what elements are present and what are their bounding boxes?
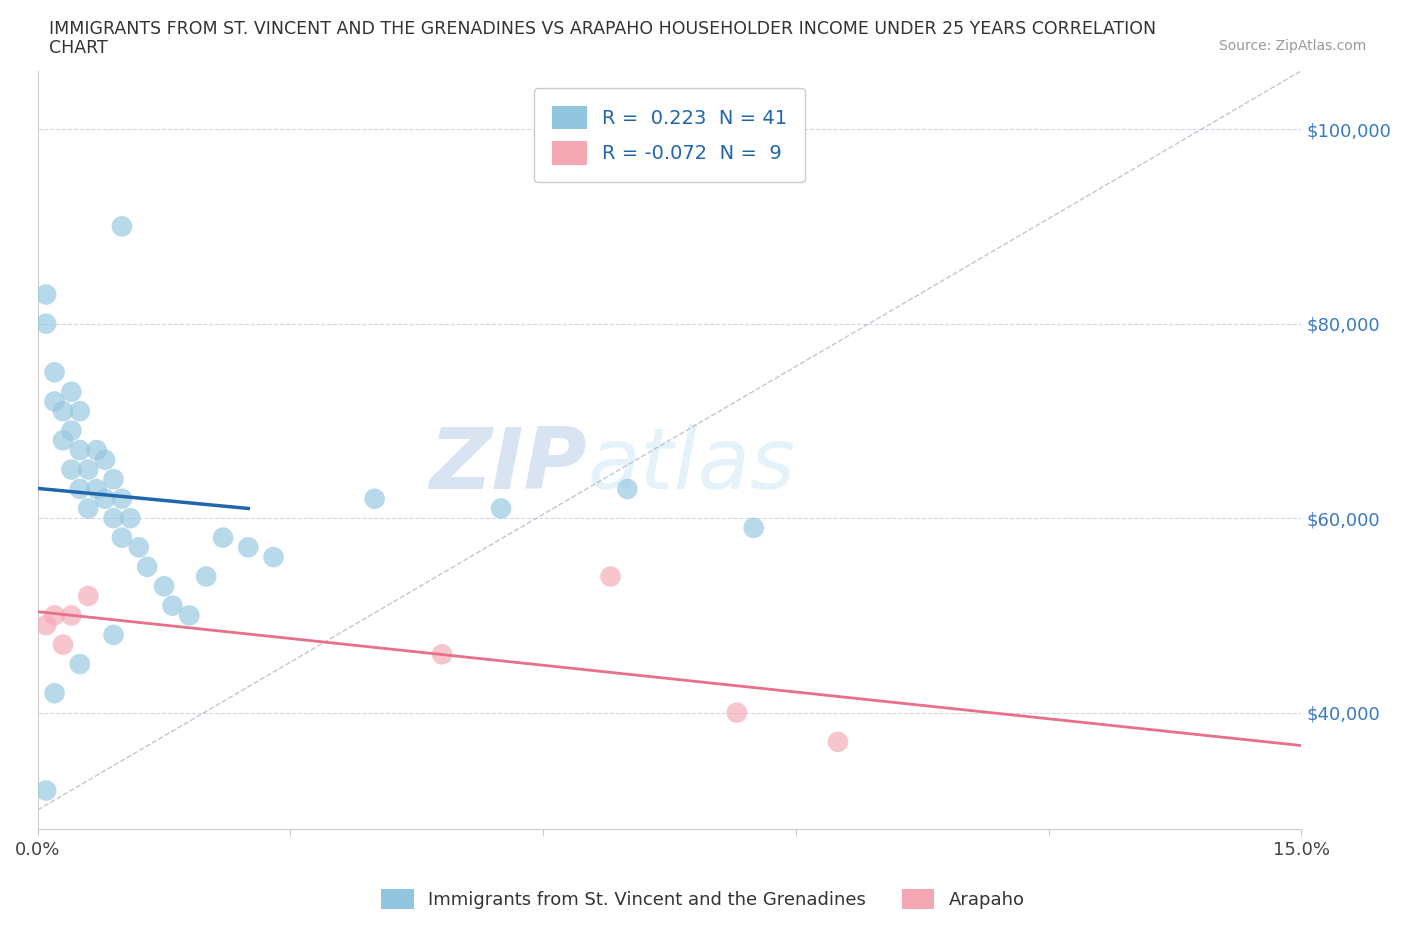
Point <box>86 443 108 458</box>
Point <box>94 452 117 467</box>
Point <box>52 404 75 418</box>
Point <box>111 530 134 545</box>
Point <box>44 685 66 700</box>
Point <box>52 637 75 652</box>
Point <box>44 394 66 409</box>
Point <box>86 482 108 497</box>
Point <box>489 501 512 516</box>
Point <box>60 423 83 438</box>
Point <box>111 491 134 506</box>
Point <box>103 628 125 643</box>
Point <box>60 462 83 477</box>
Point <box>60 384 83 399</box>
Point <box>363 491 385 506</box>
Point <box>35 618 58 632</box>
Point <box>69 404 91 418</box>
Point <box>238 540 260 555</box>
Point <box>153 578 176 593</box>
Point <box>212 530 235 545</box>
Point <box>195 569 218 584</box>
Point <box>616 482 638 497</box>
Point <box>120 511 142 525</box>
Point <box>35 783 58 798</box>
Point <box>162 598 184 613</box>
Point <box>77 501 100 516</box>
Point <box>430 647 453 662</box>
Point <box>136 559 159 574</box>
Point <box>35 287 58 302</box>
Point <box>69 657 91 671</box>
Point <box>263 550 285 565</box>
Point <box>725 705 748 720</box>
Legend: R =  0.223  N = 41, R = -0.072  N =  9: R = 0.223 N = 41, R = -0.072 N = 9 <box>534 88 804 182</box>
Point <box>69 443 91 458</box>
Point <box>103 511 125 525</box>
Point <box>94 491 117 506</box>
Point <box>599 569 621 584</box>
Point <box>60 608 83 623</box>
Legend: Immigrants from St. Vincent and the Grenadines, Arapaho: Immigrants from St. Vincent and the Gren… <box>374 882 1032 916</box>
Text: IMMIGRANTS FROM ST. VINCENT AND THE GRENADINES VS ARAPAHO HOUSEHOLDER INCOME UND: IMMIGRANTS FROM ST. VINCENT AND THE GREN… <box>49 20 1156 38</box>
Point <box>742 521 765 536</box>
Point <box>69 482 91 497</box>
Point <box>111 219 134 233</box>
Text: ZIP: ZIP <box>430 424 588 507</box>
Text: CHART: CHART <box>49 39 108 57</box>
Point <box>827 735 849 750</box>
Point <box>103 472 125 486</box>
Point <box>77 589 100 604</box>
Text: atlas: atlas <box>588 424 796 507</box>
Point <box>179 608 201 623</box>
Point <box>44 365 66 379</box>
Point <box>35 316 58 331</box>
Point <box>44 608 66 623</box>
Point <box>128 540 150 555</box>
Text: Source: ZipAtlas.com: Source: ZipAtlas.com <box>1219 39 1367 53</box>
Point <box>77 462 100 477</box>
Point <box>52 433 75 448</box>
